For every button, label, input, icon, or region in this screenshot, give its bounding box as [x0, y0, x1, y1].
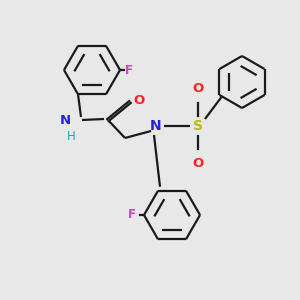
- Text: F: F: [125, 64, 133, 76]
- Text: H: H: [67, 130, 75, 142]
- Text: O: O: [192, 82, 204, 95]
- Text: N: N: [60, 113, 71, 127]
- Text: O: O: [133, 94, 144, 106]
- Text: S: S: [193, 119, 203, 133]
- Text: N: N: [150, 119, 162, 133]
- Text: F: F: [128, 208, 136, 221]
- Text: O: O: [192, 157, 204, 170]
